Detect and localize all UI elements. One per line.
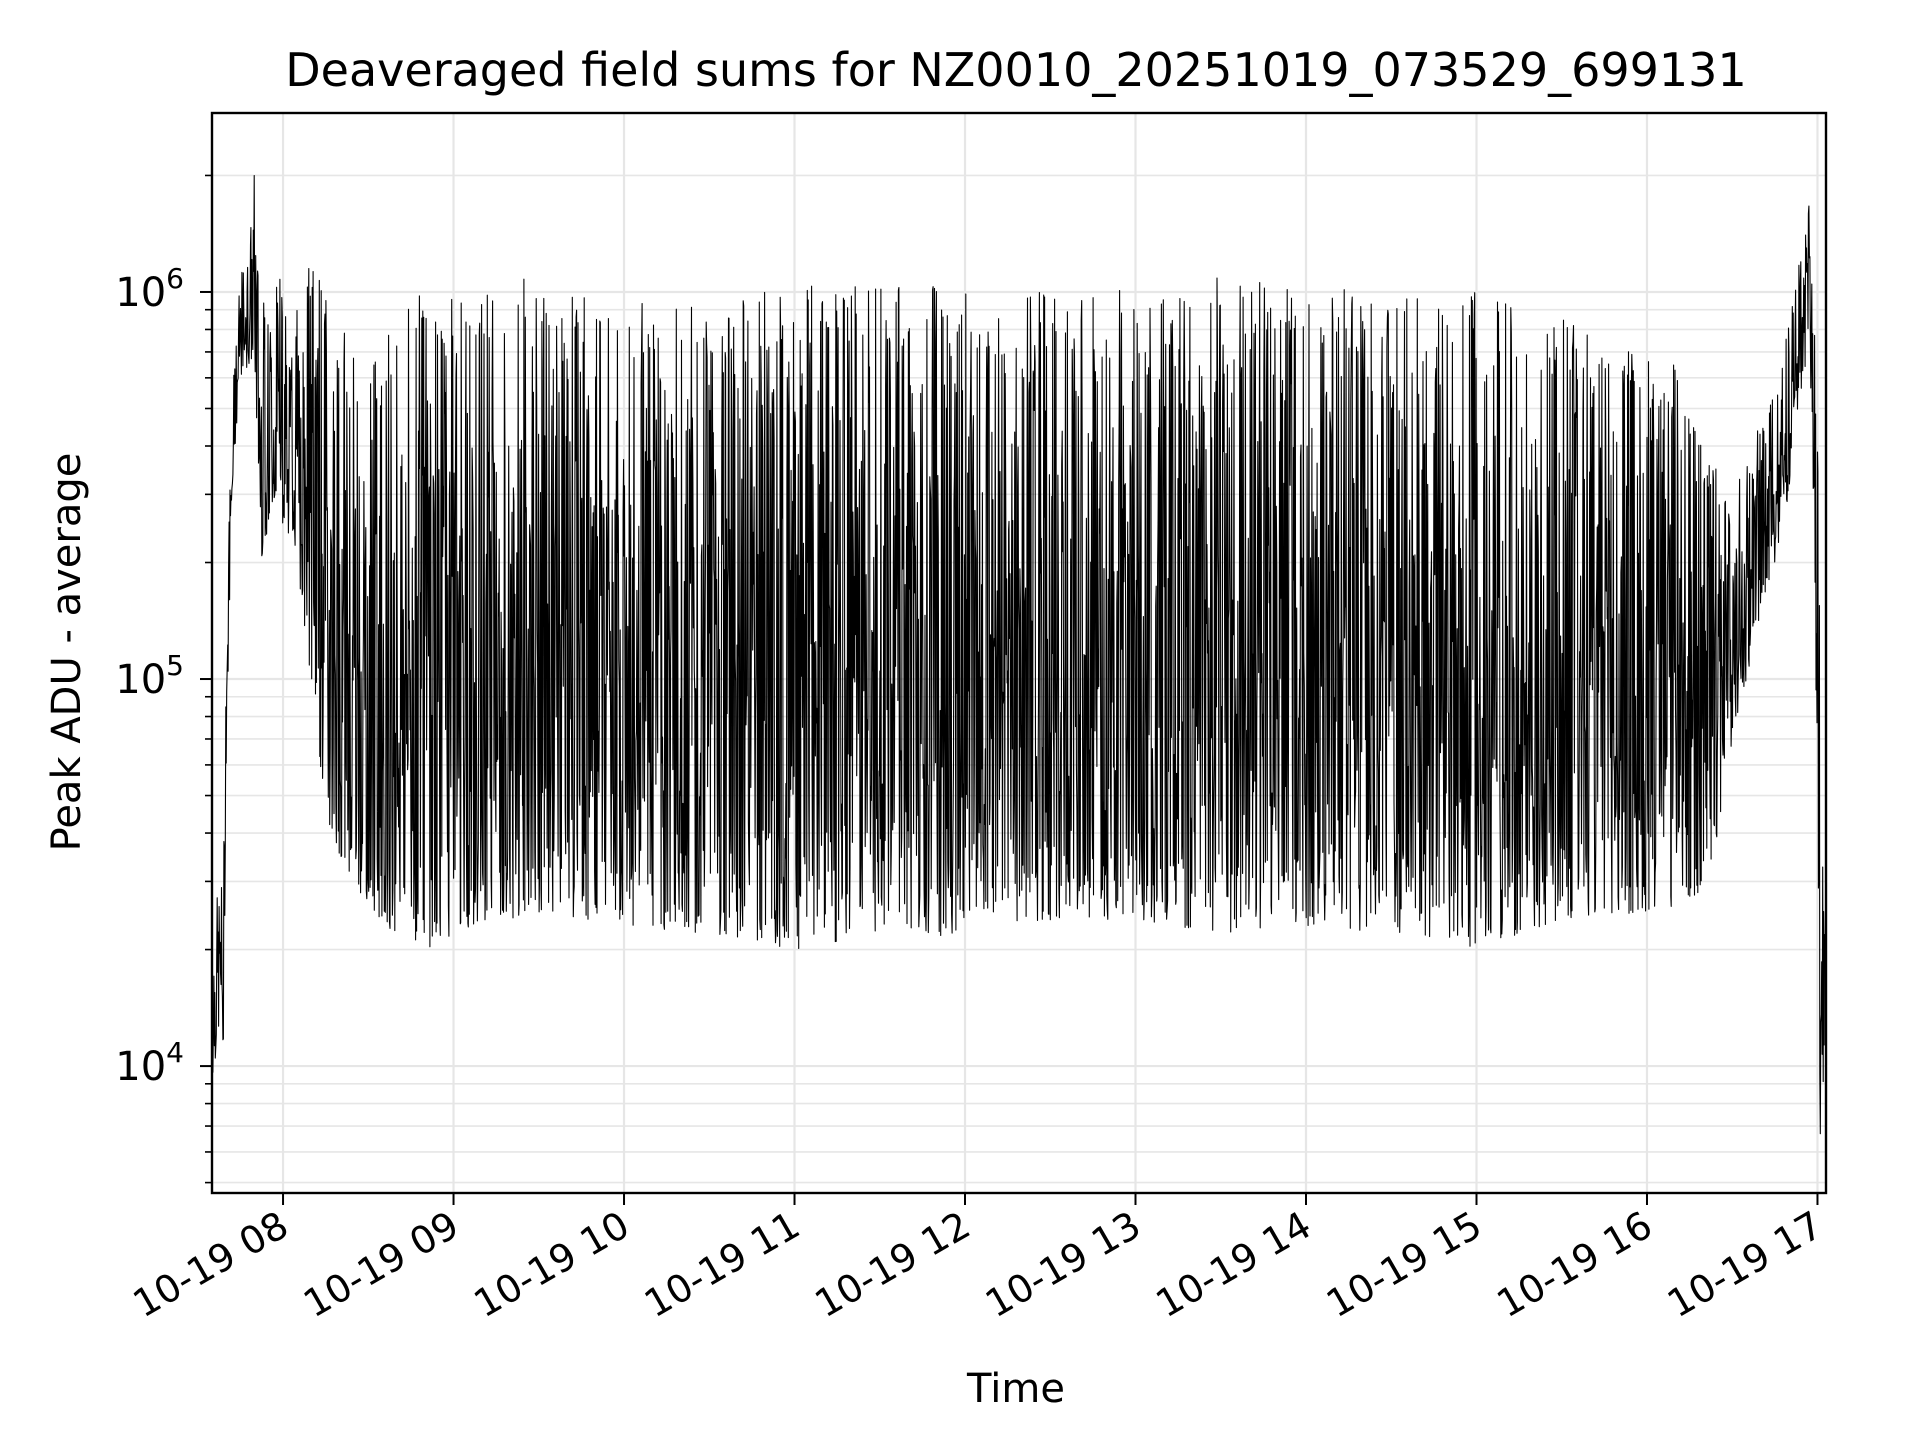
- x-axis-label: Time: [966, 1366, 1065, 1412]
- chart-title: Deaveraged field sums for NZ0010_2025101…: [285, 43, 1746, 97]
- y-tick-label: 105: [115, 649, 184, 703]
- y-tick-label: 104: [115, 1036, 184, 1090]
- y-axis-label: Peak ADU - average: [44, 453, 90, 852]
- series-line: [211, 174, 1827, 1135]
- y-tick-labels: 104 105 106: [115, 262, 184, 1090]
- plot-frame: [210, 111, 1828, 1195]
- y-tick-label: 106: [115, 262, 184, 316]
- series-group: [211, 174, 1827, 1135]
